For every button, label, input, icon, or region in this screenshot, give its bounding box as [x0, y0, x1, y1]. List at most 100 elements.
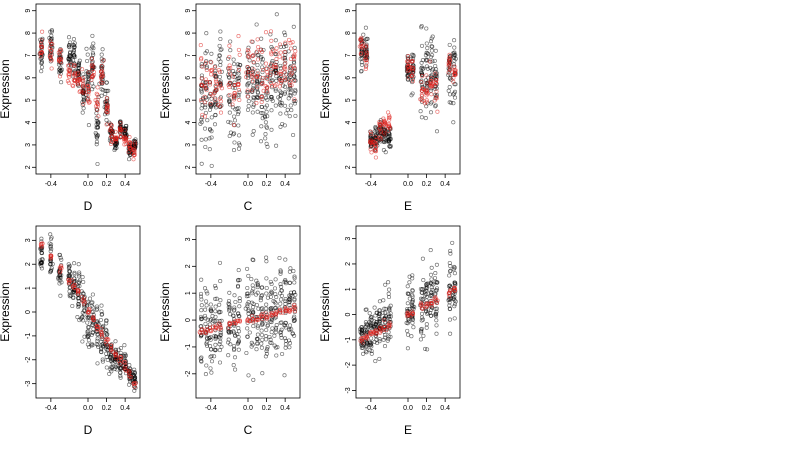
- data-point: [429, 277, 434, 282]
- data-point: [250, 283, 255, 288]
- data-point: [81, 89, 87, 94]
- x-tick-label: 0.2: [102, 181, 112, 188]
- data-point: [424, 325, 429, 330]
- data-point: [292, 56, 297, 62]
- data-point: [429, 305, 434, 310]
- data-point: [218, 309, 223, 315]
- data-point: [132, 150, 137, 155]
- data-point: [434, 312, 439, 317]
- data-point: [99, 76, 104, 81]
- data-point: [208, 302, 213, 307]
- data-point: [227, 54, 232, 59]
- data-point: [279, 103, 284, 108]
- data-point: [424, 73, 429, 78]
- data-point: [372, 129, 377, 134]
- data-point: [108, 348, 113, 353]
- data-point: [273, 38, 278, 43]
- data-point: [39, 65, 45, 70]
- data-point: [424, 41, 429, 46]
- data-point: [203, 316, 208, 321]
- data-point: [382, 306, 387, 311]
- data-point: [113, 139, 118, 144]
- data-point: [424, 294, 429, 299]
- data-point: [39, 260, 44, 265]
- y-tick-label: 4: [185, 121, 192, 125]
- scatter-panel: -0.4 0.0 0.2 0.4 2 3 4 5 6 7 8 9 D Expression: [0, 3, 141, 213]
- data-point: [255, 63, 260, 68]
- data-point: [419, 43, 425, 48]
- data-point: [99, 331, 104, 336]
- data-point: [278, 71, 283, 76]
- data-point: [283, 345, 288, 350]
- data-point: [292, 52, 297, 57]
- data-point: [91, 41, 96, 46]
- data-point: [77, 270, 82, 275]
- data-point: [133, 142, 138, 147]
- data-point: [66, 63, 71, 68]
- data-point: [227, 92, 232, 98]
- data-point: [418, 327, 423, 332]
- data-point: [100, 359, 105, 364]
- data-point: [363, 64, 369, 69]
- data-point: [263, 120, 268, 125]
- data-point: [292, 303, 297, 308]
- data-point: [255, 282, 260, 287]
- data-point: [419, 115, 424, 120]
- data-point: [226, 337, 231, 342]
- data-point: [447, 55, 452, 60]
- data-point: [273, 103, 278, 108]
- data-point: [232, 80, 237, 85]
- data-point: [368, 340, 373, 345]
- data-point: [446, 70, 451, 75]
- data-point: [270, 326, 275, 331]
- data-point: [122, 343, 127, 348]
- data-point: [386, 132, 392, 137]
- data-point: [372, 140, 377, 145]
- data-point: [254, 50, 259, 55]
- data-point: [59, 56, 64, 62]
- data-point: [131, 370, 136, 375]
- data-point: [269, 67, 274, 72]
- data-point: [419, 311, 425, 316]
- data-point: [236, 110, 241, 115]
- data-point: [212, 91, 217, 96]
- data-point: [209, 370, 214, 375]
- x-tick-label: 0.2: [102, 405, 112, 412]
- data-point: [39, 250, 44, 255]
- data-point: [424, 64, 429, 69]
- data-point: [94, 100, 99, 105]
- data-point: [274, 353, 279, 358]
- data-point: [387, 117, 392, 122]
- data-point: [424, 89, 429, 94]
- data-point: [410, 312, 415, 317]
- data-point: [204, 49, 210, 54]
- data-point: [205, 118, 210, 123]
- data-point: [277, 78, 282, 83]
- data-point: [204, 31, 209, 36]
- data-point: [39, 38, 44, 43]
- data-point: [99, 93, 104, 98]
- data-point: [228, 71, 233, 76]
- x-tick-label: -0.4: [45, 405, 57, 412]
- data-point: [292, 314, 297, 319]
- data-point: [80, 67, 85, 72]
- data-point: [95, 161, 100, 167]
- data-point: [108, 141, 114, 147]
- data-point: [452, 264, 457, 269]
- data-point: [218, 79, 223, 84]
- scatter-panel: -0.4 0.0 0.2 0.4 -3 -2 -1 0 1 2 3 D Expression: [0, 225, 141, 437]
- data-point: [277, 54, 282, 59]
- data-point: [279, 327, 284, 332]
- data-point: [47, 54, 52, 59]
- data-point: [255, 109, 260, 114]
- data-point: [75, 71, 80, 77]
- data-point: [281, 56, 286, 61]
- data-point: [249, 340, 254, 345]
- data-point: [273, 71, 278, 76]
- data-point: [228, 120, 233, 125]
- data-point: [250, 257, 255, 262]
- data-point: [430, 44, 435, 49]
- data-point: [255, 325, 260, 330]
- data-point: [433, 69, 438, 74]
- data-point: [270, 46, 275, 51]
